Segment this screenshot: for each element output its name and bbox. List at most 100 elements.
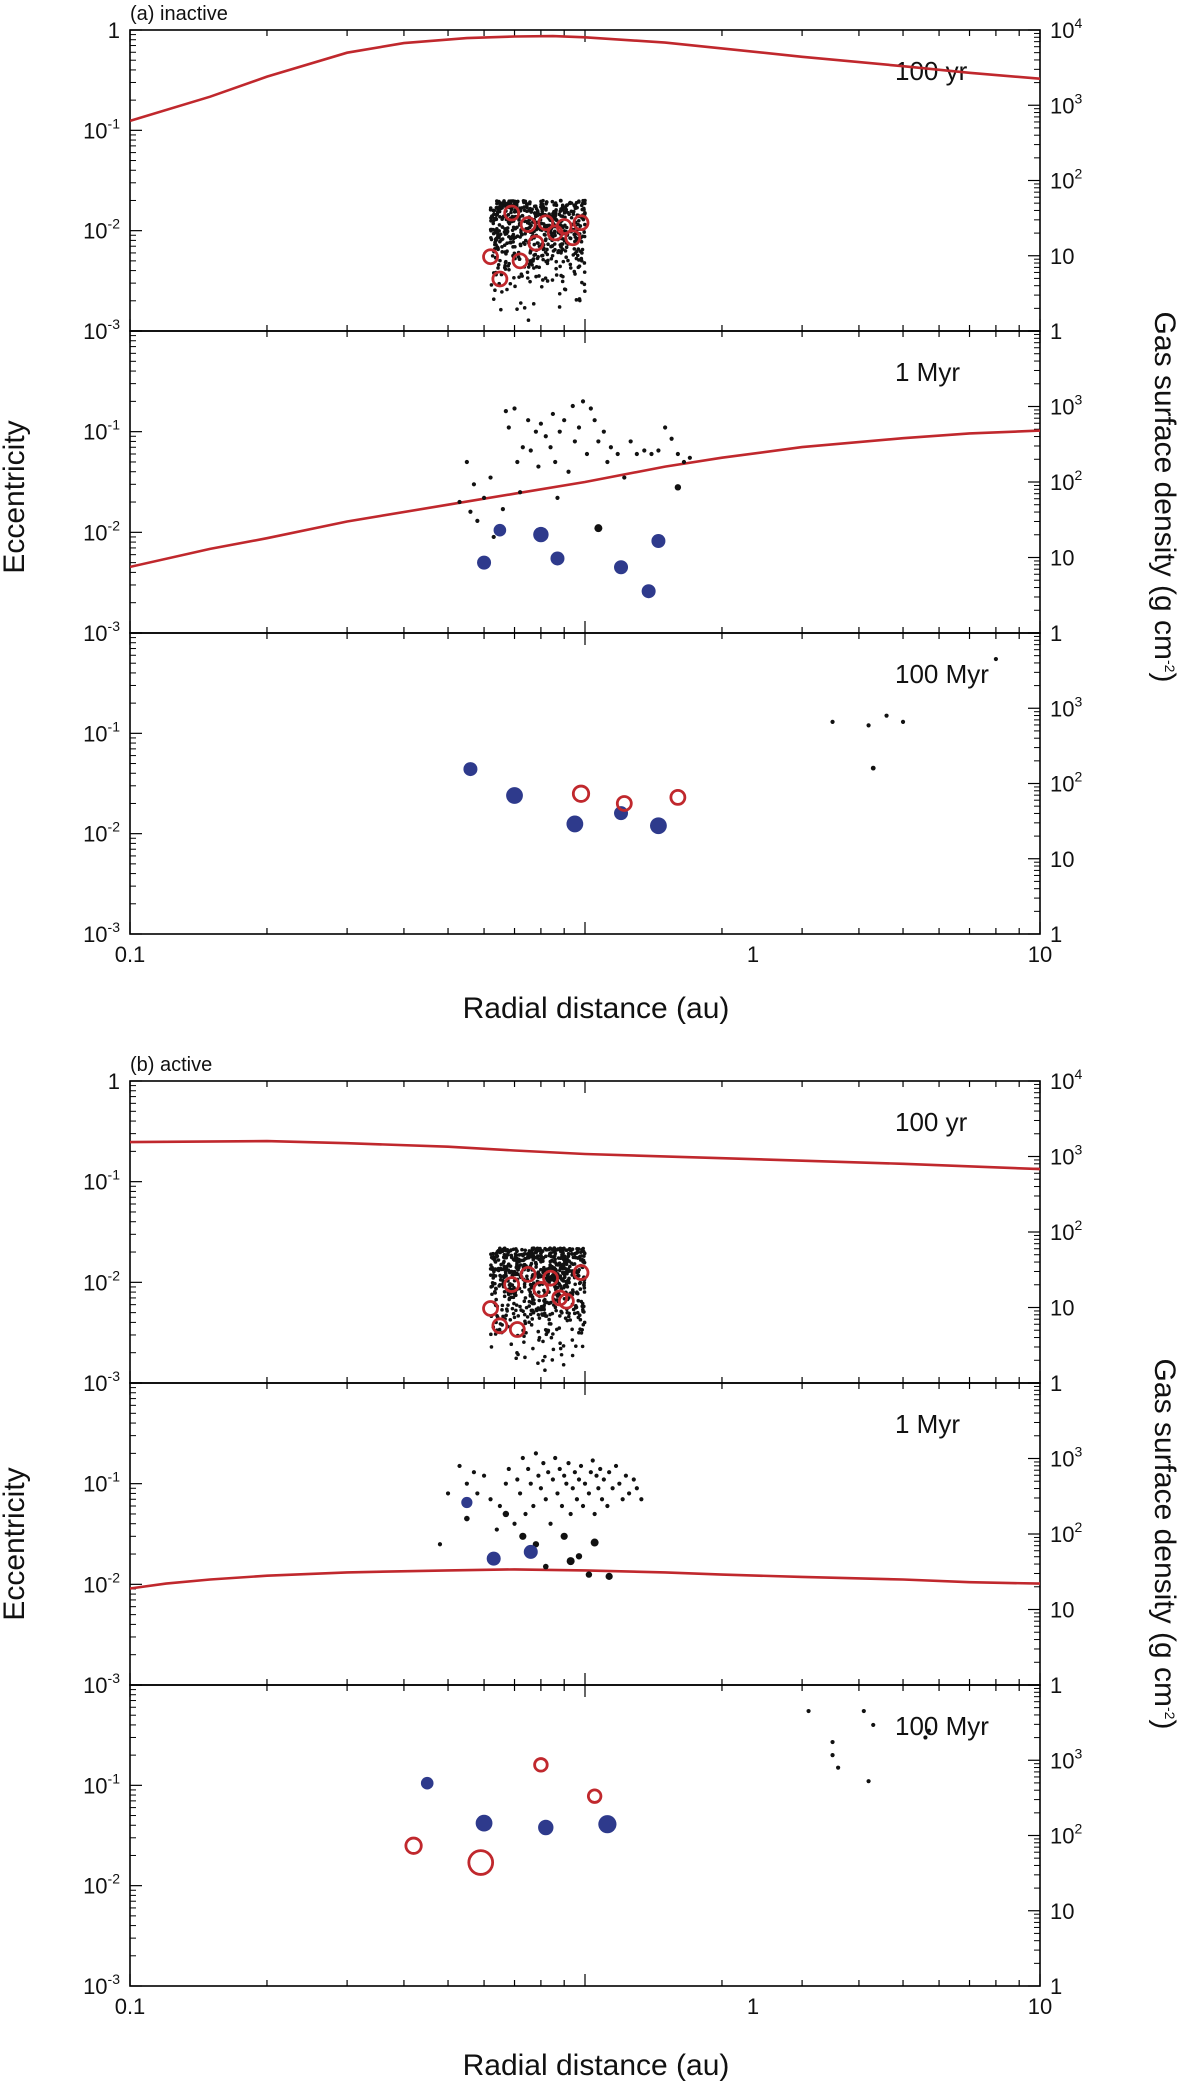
open-protoplanet-point <box>586 1788 603 1804</box>
planetesimal-point <box>623 1473 629 1478</box>
planetesimal-point <box>464 1481 469 1486</box>
planetesimal-point <box>506 425 511 430</box>
open-protoplanet-point <box>404 1836 423 1855</box>
x-tick-10: 10 <box>1028 942 1052 967</box>
planetesimal-point <box>563 223 567 228</box>
gas-tick-label: 1 <box>1050 319 1062 344</box>
planetesimal-point <box>553 1305 558 1310</box>
planetesimal-point <box>580 399 586 404</box>
planetesimal-point <box>566 210 570 215</box>
planetesimal-point <box>529 210 534 214</box>
planetesimal-point <box>605 1503 610 1509</box>
ecc-tick-label: 10-3 <box>83 618 120 646</box>
planetesimal-point <box>507 267 511 272</box>
planetesimal-point <box>565 1318 570 1323</box>
planetesimal-point <box>568 1318 573 1322</box>
embryo-point <box>594 524 603 533</box>
planetesimal-point <box>553 1248 558 1253</box>
open-protoplanet-point <box>669 788 687 806</box>
planetesimal-point <box>583 211 587 215</box>
planetesimal-point <box>575 1250 580 1255</box>
ecc-tick-label: 10-3 <box>83 316 120 344</box>
planetesimal-point <box>580 1304 585 1309</box>
planetesimal-point <box>532 1298 536 1302</box>
planetesimal-point <box>496 266 500 270</box>
planetesimal-point <box>558 243 563 247</box>
planetesimal-point <box>536 1361 540 1366</box>
planetesimal-point <box>576 1298 581 1303</box>
planetesimal-point <box>590 1458 595 1463</box>
planetesimal-point <box>499 1262 503 1267</box>
planetesimal-point <box>501 1314 505 1319</box>
planetesimal-point <box>582 1286 587 1290</box>
embryo-point <box>585 1571 593 1578</box>
planetesimal-point <box>576 1247 581 1251</box>
planetesimal-point <box>526 1466 531 1472</box>
open-protoplanet-point <box>519 1265 537 1283</box>
planetesimal-point <box>471 482 477 487</box>
planetesimal-point <box>577 200 581 204</box>
planetesimal-point <box>494 1527 499 1532</box>
planetesimal-point <box>537 274 541 278</box>
planetesimal-point <box>548 1251 552 1256</box>
planetesimal-point <box>563 1266 567 1271</box>
gas-tick-label: 103 <box>1050 392 1082 420</box>
gas-tick-label: 102 <box>1050 166 1082 194</box>
planetesimal-point <box>512 210 517 214</box>
planetesimal-point <box>538 421 544 426</box>
planetesimal-point <box>541 198 545 203</box>
planetesimal-point <box>468 509 473 514</box>
planetesimal-point <box>489 237 494 242</box>
ecc-tick-label: 1 <box>108 18 120 43</box>
ecc-tick-label: 10-1 <box>83 115 120 143</box>
planetesimal-point <box>622 475 627 480</box>
planetesimal-point <box>495 1314 499 1318</box>
planetesimal-point <box>806 1708 811 1714</box>
planetesimal-point <box>537 1298 542 1303</box>
planetesimal-point <box>520 1247 524 1252</box>
protoplanet-point <box>523 1544 538 1559</box>
planetesimal-point <box>582 1290 587 1294</box>
planetesimal-point <box>570 1486 575 1491</box>
planetesimal-point <box>588 406 593 411</box>
ecc-tick-label: 10-1 <box>83 417 120 445</box>
planetesimal-point <box>564 245 569 250</box>
open-protoplanet-point <box>533 1757 549 1773</box>
planetesimal-point <box>582 270 587 274</box>
planetesimal-point <box>500 245 504 249</box>
planetesimal-point <box>566 1251 571 1256</box>
planetesimal-point <box>580 1247 584 1252</box>
planetesimal-point <box>500 250 505 254</box>
planetesimal-point <box>492 1290 497 1294</box>
planetesimal-point <box>525 205 529 210</box>
planetesimal-point <box>613 1463 619 1469</box>
planetesimal-point <box>576 222 580 227</box>
planetesimal-point <box>505 287 509 292</box>
plot-area <box>404 1708 932 1876</box>
planetesimal-point <box>580 247 585 252</box>
planetesimal-point <box>545 1329 549 1334</box>
planetesimal-point <box>457 1463 462 1469</box>
planetesimal-point <box>656 448 661 453</box>
planetesimal-point <box>596 439 601 444</box>
planetesimal-point <box>437 1542 443 1547</box>
planetesimal-point <box>489 283 494 287</box>
planetesimal-point <box>520 274 524 278</box>
gas-tick-label: 103 <box>1050 1142 1082 1170</box>
planetesimal-point <box>546 1470 551 1475</box>
planetesimal-point <box>489 1252 493 1257</box>
planetesimal-point <box>491 221 496 226</box>
planetesimal-point <box>573 272 577 276</box>
planetesimal-point <box>512 1285 516 1290</box>
planetesimal-point <box>555 1491 560 1496</box>
planetesimal-point <box>512 406 517 411</box>
planetesimal-point <box>523 238 528 243</box>
planetesimal-point <box>527 1320 531 1325</box>
planetesimal-point <box>523 1511 528 1517</box>
planetesimal-point <box>669 436 674 441</box>
planetesimal-point <box>536 1290 541 1294</box>
planetesimal-point <box>488 1273 493 1277</box>
planetesimal-point <box>520 206 524 210</box>
planetesimal-point <box>561 1344 566 1348</box>
